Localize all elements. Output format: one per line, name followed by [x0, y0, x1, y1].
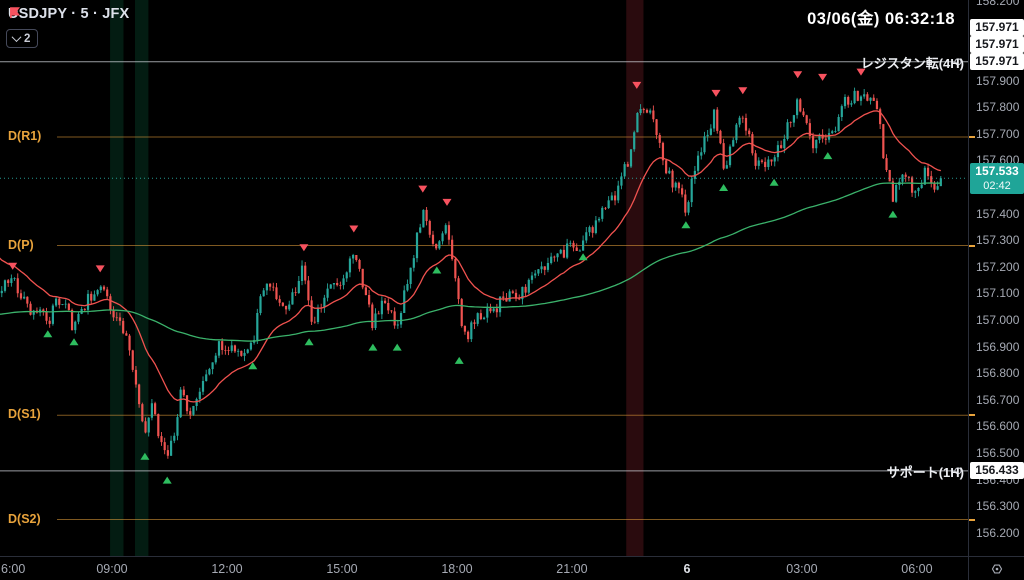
pivot-label-ds2: D(S2): [8, 511, 41, 526]
price-tick: 156.200: [976, 525, 1020, 540]
price-tick: 156.600: [976, 419, 1020, 434]
time-tick: 06:00: [901, 562, 933, 576]
price-tick: 157.100: [976, 286, 1020, 301]
axis-settings-button[interactable]: [988, 560, 1006, 578]
drawing-label-resistance-line[interactable]: レジスタン転(4H): [860, 55, 964, 71]
price-tag-support-line: 156.433: [970, 462, 1024, 480]
pivot-axis-tick: [969, 135, 975, 138]
time-tick: 18:00: [441, 562, 473, 576]
price-tick: 157.800: [976, 100, 1020, 115]
price-tick: 156.700: [976, 392, 1020, 407]
session-highlight-band: [110, 0, 124, 556]
price-tag-resistance-line: 157.971: [970, 36, 1024, 54]
session-highlight-band: [134, 0, 149, 556]
price-tick: 157.200: [976, 259, 1020, 274]
ma-slow-line: [0, 182, 941, 342]
price-tick: 158.200: [976, 0, 1020, 8]
axis-settings-corner: [968, 556, 1024, 580]
price-tick: 156.900: [976, 339, 1020, 354]
datetime-display: 03/06(金) 06:32:18: [807, 10, 955, 28]
bar-countdown: 02:42: [983, 179, 1011, 192]
last-price-tag: 157.533 02:42: [970, 162, 1024, 194]
chevron-down-icon: [11, 32, 22, 43]
drawing-handle: [954, 467, 962, 475]
pivot-label-dp: D(P): [8, 237, 34, 252]
time-tick: 6:00: [1, 562, 26, 576]
chart-area[interactable]: USDJPY · 5 · JFX 2 03/06(金) 06:32:18 D(R…: [0, 0, 968, 556]
price-tick: 157.000: [976, 313, 1020, 327]
time-tick: 21:00: [556, 562, 588, 576]
price-tick: 156.500: [976, 446, 1020, 460]
ma-fast-line: [0, 110, 941, 403]
buy-marker-icons: [43, 152, 898, 484]
price-tick: 157.300: [976, 233, 1020, 248]
price-tick: 157.700: [976, 126, 1020, 141]
session-highlight-band: [626, 0, 644, 556]
pivot-label-ds1: D(S1): [8, 407, 41, 422]
pivot-axis-tick: [969, 244, 975, 247]
time-tick: 15:00: [326, 562, 358, 576]
pivot-axis-tick: [969, 518, 975, 521]
price-tick: 156.800: [976, 366, 1020, 381]
price-tick: 157.900: [976, 73, 1020, 88]
last-price-value: 157.533: [975, 163, 1019, 178]
time-tick: 09:00: [96, 562, 128, 576]
indicators-collapse-button[interactable]: 2: [6, 29, 39, 48]
time-axis[interactable]: 6:00 09:00 12:00 15:00 18:00 21:00 6 03:00 06:00: [0, 556, 968, 580]
pivot-axis-tick: [969, 414, 975, 417]
time-tick: 03:00: [786, 562, 818, 576]
price-tag-resistance-line: 157.971: [970, 19, 1024, 37]
symbol-title[interactable]: USDJPY · 5 · JFX: [8, 6, 130, 22]
price-axis[interactable]: 158.200 157.900 157.800 157.700 157.600 157.4…: [968, 0, 1024, 556]
drawing-handle: [954, 58, 962, 66]
indicators-count: 2: [24, 32, 31, 45]
price-tag-resistance-line: 157.971: [970, 53, 1024, 71]
price-chart-canvas[interactable]: [0, 0, 968, 556]
price-tick: 157.400: [976, 206, 1020, 221]
gear-icon: [991, 564, 1003, 574]
drawing-label-support-line[interactable]: サポート(1H): [886, 464, 964, 480]
price-tick: 156.300: [976, 499, 1020, 514]
time-tick: 12:00: [211, 562, 243, 576]
time-tick: 6: [683, 562, 691, 576]
pivot-label-dr1: D(R1): [8, 128, 42, 143]
